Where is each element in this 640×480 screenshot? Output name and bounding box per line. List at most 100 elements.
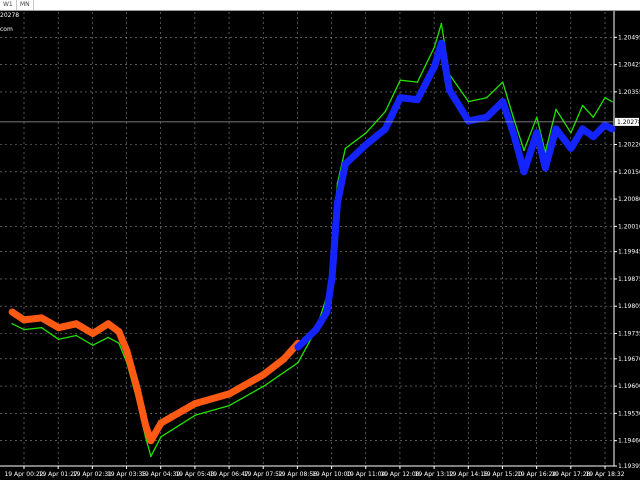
y-tick-label: 1.20495 xyxy=(618,34,640,41)
y-tick-label: 1.19530 xyxy=(618,410,640,417)
series-0-point xyxy=(150,455,152,458)
y-tick-label: 1.20355 xyxy=(618,89,640,96)
series-1-point xyxy=(89,330,97,338)
series-2-point xyxy=(579,125,587,133)
x-tick-label: 19 Apr 01:27 xyxy=(39,471,78,478)
series-0-point xyxy=(535,116,538,119)
x-tick-label: 19 Apr 00:22 xyxy=(4,471,43,478)
series-0-point xyxy=(118,342,120,345)
series-0-point xyxy=(384,110,387,113)
series-1-point xyxy=(8,308,16,316)
series-0-point xyxy=(194,414,196,417)
series-0-point xyxy=(75,334,78,337)
series-2-point xyxy=(294,343,302,351)
price-chart[interactable]: 1.20495 1.20425 1.20355 1.20220 1.20150 1.200… xyxy=(0,11,640,480)
tab-mn[interactable]: MN xyxy=(17,0,34,10)
series-2-point xyxy=(362,140,370,148)
x-tick-label: 19 Apr 11:04 xyxy=(346,471,385,478)
y-tick-label: 1.19395 xyxy=(618,463,640,470)
y-tick-label: 1.19600 xyxy=(618,383,640,390)
series-0-point xyxy=(501,81,504,83)
y-tick-label: 1.20150 xyxy=(618,169,640,176)
x-tick-label: 19 Apr 08:56 xyxy=(278,471,317,478)
series-1-point xyxy=(55,324,63,332)
y-tick-label: 1.19945 xyxy=(618,249,640,256)
current-price-box xyxy=(615,117,639,126)
x-tick-label: 19 Apr 17:28 xyxy=(551,471,590,478)
series-0-point xyxy=(555,108,557,111)
series-1-point xyxy=(104,320,112,328)
series-0-point xyxy=(433,46,436,48)
series-2-point xyxy=(589,133,597,141)
series-2-point xyxy=(312,326,320,334)
series-1-point xyxy=(142,421,150,429)
series-1-point xyxy=(225,390,233,398)
series-0-point xyxy=(581,104,584,107)
series-0-point xyxy=(57,338,60,341)
tab-w1[interactable]: W1 xyxy=(0,0,17,10)
series-1-point xyxy=(123,347,131,355)
series-0-point xyxy=(570,132,572,134)
series-0-point xyxy=(344,147,347,150)
series-0-point xyxy=(440,22,443,25)
price-fragment-label: 20278 xyxy=(0,12,20,19)
x-tick-label: 19 Apr 13:12 xyxy=(415,471,454,478)
series-0-point xyxy=(91,344,94,346)
x-tick-label: 19 Apr 16:24 xyxy=(517,471,556,478)
timeframe-toolbar: W1 MN xyxy=(0,0,640,11)
x-tick-label: 19 Apr 04:39 xyxy=(141,471,180,478)
series-0-point xyxy=(11,322,14,325)
series-0-point xyxy=(297,361,299,364)
series-1-point xyxy=(191,400,199,408)
series-0-point xyxy=(485,96,488,99)
series-0-point xyxy=(399,79,402,81)
x-tick-label: 19 Apr 07:52 xyxy=(244,471,283,478)
series-1-point xyxy=(157,419,165,427)
series-2-point xyxy=(465,117,473,125)
series-2-point xyxy=(601,121,609,129)
series-2-point xyxy=(445,86,453,94)
series-2-point xyxy=(328,273,336,281)
series-2-point xyxy=(396,94,404,102)
series-0-point xyxy=(160,435,162,438)
series-0-point xyxy=(467,100,470,103)
series-1-point xyxy=(115,328,123,336)
series-0-point xyxy=(523,149,525,152)
series-2-point xyxy=(430,63,438,71)
x-tick-label: 19 Apr 14:16 xyxy=(449,471,488,478)
series-2-point xyxy=(323,308,331,316)
series-1-point xyxy=(20,316,28,324)
x-tick-label: 19 Apr 03:35 xyxy=(107,471,146,478)
y-tick-label: 1.20080 xyxy=(618,196,640,203)
y-tick-label: 1.19735 xyxy=(618,331,640,338)
series-0-point xyxy=(365,132,368,134)
series-2-point xyxy=(437,39,445,47)
series-2-point xyxy=(533,129,541,137)
y-tick-label: 1.20010 xyxy=(618,223,640,230)
series-2-point xyxy=(341,160,349,168)
series-1-point xyxy=(280,355,288,363)
series-2-point xyxy=(381,125,389,133)
series-line-2 xyxy=(294,39,616,351)
series-0-point xyxy=(40,326,43,329)
series-2-point xyxy=(608,125,616,133)
series-0-point xyxy=(416,81,419,83)
y-tick-label: 1.19805 xyxy=(618,303,640,310)
y-tick-label: 1.19460 xyxy=(618,438,640,445)
series-0-point xyxy=(263,385,265,387)
series-2-point xyxy=(483,113,491,121)
series-2-point xyxy=(509,129,517,137)
x-tick-label: 19 Apr 10:00 xyxy=(312,471,351,478)
current-price-label: 1.20278 xyxy=(617,119,640,126)
series-2-point xyxy=(413,96,421,104)
x-tick-label: 19 Apr 15:20 xyxy=(483,471,522,478)
x-tick-label: 19 Apr 18:32 xyxy=(585,471,624,478)
site-fragment-label: com xyxy=(0,26,13,33)
chart-background xyxy=(0,11,640,480)
y-tick-label: 1.20425 xyxy=(618,62,640,69)
series-0-point xyxy=(107,336,110,339)
x-tick-label: 19 Apr 12:08 xyxy=(380,471,419,478)
series-0-point xyxy=(611,100,613,103)
series-2-point xyxy=(567,144,575,152)
y-tick-label: 1.19875 xyxy=(618,276,640,283)
